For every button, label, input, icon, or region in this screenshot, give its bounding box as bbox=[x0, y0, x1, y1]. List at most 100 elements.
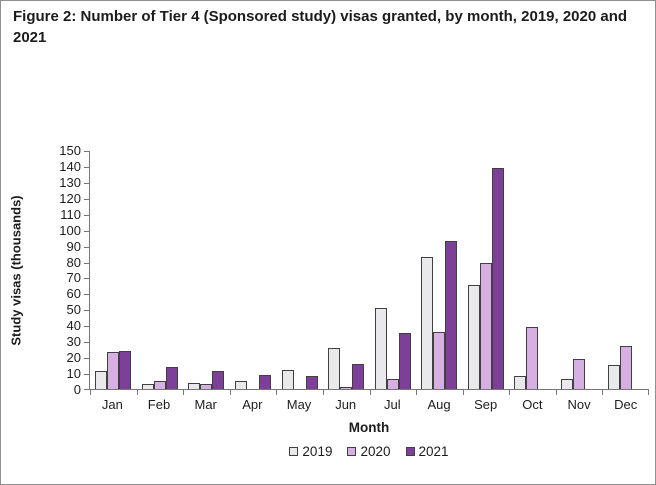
bar-2021-feb bbox=[165, 367, 178, 389]
bar-group-feb bbox=[137, 151, 184, 389]
y-tick-mark-140 bbox=[84, 166, 90, 168]
legend-label-2021: 2021 bbox=[418, 444, 449, 459]
bar-2019-jul bbox=[374, 308, 387, 389]
bar-2019-apr bbox=[235, 381, 248, 389]
bar-2020-jun bbox=[340, 387, 353, 389]
legend-swatch-2020 bbox=[347, 447, 357, 456]
y-tick-mark-0 bbox=[84, 389, 90, 390]
bar-group-sep bbox=[463, 151, 510, 389]
bar-2019-mar bbox=[188, 383, 201, 389]
y-tick-label-20: 20 bbox=[66, 350, 81, 366]
y-tick-label-50: 50 bbox=[66, 302, 81, 318]
bar-2019-sep bbox=[467, 285, 480, 389]
bar-2019-aug bbox=[421, 257, 434, 389]
x-tick-mark-9 bbox=[509, 389, 511, 395]
y-tick-label-10: 10 bbox=[66, 366, 81, 382]
bar-groups bbox=[90, 151, 649, 389]
bar-group-oct bbox=[509, 151, 556, 389]
x-tick-mark-2 bbox=[183, 389, 185, 395]
bar-2019-feb bbox=[141, 384, 154, 389]
bar-2021-aug bbox=[445, 241, 458, 389]
x-tick-mark-7 bbox=[416, 389, 418, 395]
y-tick-mark-70 bbox=[84, 278, 90, 280]
legend-label-2019: 2019 bbox=[302, 444, 333, 459]
x-label-feb: Feb bbox=[147, 397, 171, 412]
bar-group-nov bbox=[556, 151, 603, 389]
bar-2020-jan bbox=[107, 352, 120, 389]
x-tick-mark-3 bbox=[229, 389, 231, 395]
x-tick-mark-4 bbox=[276, 389, 278, 395]
bar-group-apr bbox=[230, 151, 277, 389]
bar-group-may bbox=[276, 151, 323, 389]
bar-group-jan bbox=[90, 151, 137, 389]
y-tick-mark-40 bbox=[84, 326, 90, 328]
legend-item-2020: 2020 bbox=[347, 444, 391, 459]
x-label-may: May bbox=[286, 397, 312, 412]
y-tick-label-100: 100 bbox=[59, 222, 81, 238]
figure-title: Figure 2: Number of Tier 4 (Sponsored st… bbox=[13, 8, 628, 46]
bar-2021-jun bbox=[352, 364, 365, 389]
x-tick-mark-11 bbox=[602, 389, 604, 395]
bar-2019-may bbox=[281, 370, 294, 389]
bar-2020-feb bbox=[153, 381, 166, 389]
x-axis-category-labels: Jan Feb Mar Apr May Jun Jul Aug Sep Oct Nov Dec bbox=[89, 397, 649, 412]
legend-swatch-2021 bbox=[405, 447, 415, 456]
x-label-nov: Nov bbox=[567, 397, 591, 412]
x-label-sep: Sep bbox=[474, 397, 498, 412]
bar-group-dec bbox=[602, 151, 649, 389]
y-tick-mark-30 bbox=[84, 342, 90, 344]
legend-label-2020: 2020 bbox=[360, 444, 391, 459]
bar-2019-dec bbox=[607, 365, 620, 389]
chart-legend: 2019 2020 2021 bbox=[89, 444, 649, 459]
x-label-aug: Aug bbox=[427, 397, 451, 412]
x-label-dec: Dec bbox=[614, 397, 638, 412]
bar-2020-oct bbox=[526, 327, 539, 389]
y-tick-mark-50 bbox=[84, 310, 90, 312]
y-tick-label-30: 30 bbox=[66, 334, 81, 350]
y-tick-label-40: 40 bbox=[66, 318, 81, 334]
y-tick-label-110: 110 bbox=[60, 206, 81, 222]
y-tick-mark-150 bbox=[84, 151, 90, 152]
bar-2020-dec bbox=[619, 346, 632, 389]
x-label-apr: Apr bbox=[242, 397, 263, 412]
bar-2020-nov bbox=[573, 359, 586, 389]
y-tick-mark-60 bbox=[84, 294, 90, 296]
legend-swatch-2019 bbox=[289, 447, 299, 456]
x-label-mar: Mar bbox=[194, 397, 217, 412]
y-tick-label-130: 130 bbox=[59, 174, 81, 190]
y-tick-mark-10 bbox=[84, 374, 90, 376]
bar-2020-mar bbox=[200, 384, 213, 389]
y-tick-label-90: 90 bbox=[66, 238, 81, 254]
y-tick-label-0: 0 bbox=[73, 382, 81, 397]
y-tick-mark-80 bbox=[84, 262, 90, 264]
y-tick-mark-130 bbox=[84, 182, 90, 184]
x-tick-mark-0 bbox=[90, 389, 91, 395]
x-label-jun: Jun bbox=[335, 397, 357, 412]
bar-2021-mar bbox=[212, 371, 225, 389]
x-tick-mark-12 bbox=[648, 389, 649, 395]
y-axis-title: Study visas (thousands) bbox=[8, 195, 24, 346]
x-tick-mark-6 bbox=[369, 389, 371, 395]
x-axis-title: Month bbox=[348, 420, 390, 435]
x-tick-mark-1 bbox=[136, 389, 138, 395]
y-tick-mark-90 bbox=[84, 246, 90, 248]
x-label-jul: Jul bbox=[384, 397, 401, 412]
legend-item-2021: 2021 bbox=[405, 444, 449, 459]
x-tick-mark-8 bbox=[462, 389, 464, 395]
legend-item-2019: 2019 bbox=[289, 444, 332, 459]
y-tick-mark-20 bbox=[84, 358, 90, 360]
x-label-oct: Oct bbox=[522, 397, 543, 412]
y-tick-label-60: 60 bbox=[66, 286, 81, 302]
bar-2021-may bbox=[305, 376, 318, 389]
y-tick-mark-100 bbox=[84, 230, 90, 232]
bar-group-mar bbox=[183, 151, 230, 389]
bar-group-aug bbox=[416, 151, 463, 389]
x-tick-mark-5 bbox=[322, 389, 324, 395]
y-tick-label-140: 140 bbox=[59, 158, 81, 174]
y-tick-label-150: 150 bbox=[59, 143, 81, 158]
bar-2021-apr bbox=[259, 375, 272, 389]
bar-2021-jan bbox=[119, 351, 132, 389]
bar-2020-jul bbox=[386, 379, 399, 389]
bar-2019-nov bbox=[561, 379, 574, 389]
bar-2020-aug bbox=[433, 332, 446, 389]
